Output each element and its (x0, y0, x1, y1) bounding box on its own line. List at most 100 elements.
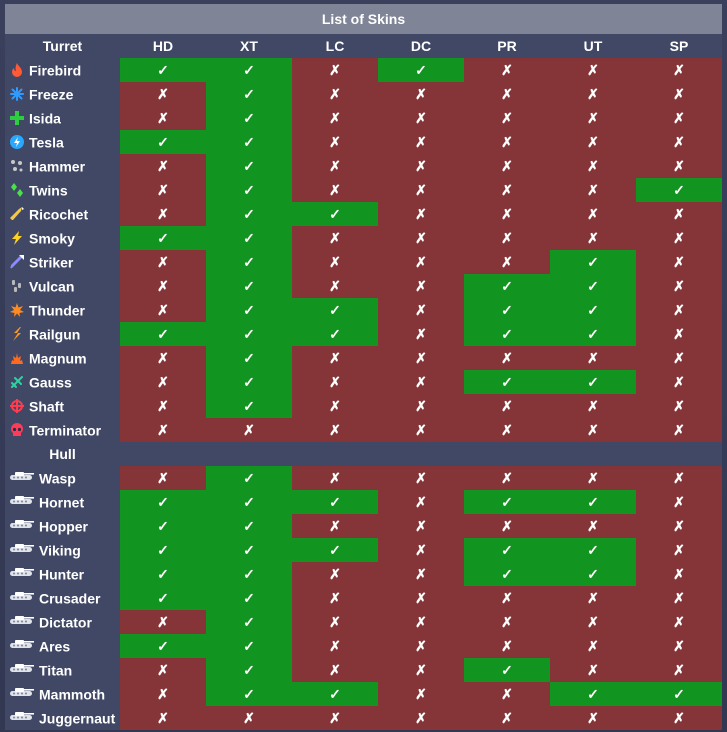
skin-cell-ut-available: ✓ (550, 538, 636, 562)
skin-cell-xt-available: ✓ (206, 586, 292, 610)
skin-cell-dc-unavailable: ✗ (378, 298, 464, 322)
skin-cell-lc-unavailable: ✗ (292, 226, 378, 250)
skin-cell-hd-available: ✓ (120, 538, 206, 562)
tank-icon (9, 471, 35, 483)
skin-cell-hd-available: ✓ (120, 562, 206, 586)
skin-cell-dc-unavailable: ✗ (378, 538, 464, 562)
skin-cell-ut-unavailable: ✗ (550, 346, 636, 370)
skin-cell-dc-unavailable: ✗ (378, 682, 464, 706)
hull-section: Hull (5, 442, 722, 466)
skin-cell-dc-unavailable: ✗ (378, 346, 464, 370)
skin-cell-xt-available: ✓ (206, 130, 292, 154)
hull-name: Mammoth (39, 686, 106, 703)
turret-name-cell: Terminator (5, 418, 120, 442)
hull-name-cell: Titan (5, 658, 120, 682)
turret-name-cell: Isida (5, 106, 120, 130)
turret-name: Twins (29, 182, 68, 199)
page-title: List of Skins (5, 4, 722, 34)
skin-cell-ut-unavailable: ✗ (550, 466, 636, 490)
skin-cell-dc-available: ✓ (378, 58, 464, 82)
skin-cell-ut-unavailable: ✗ (550, 658, 636, 682)
turret-name-cell: Striker (5, 250, 120, 274)
skin-cell-sp-unavailable: ✗ (636, 58, 722, 82)
hull-row-hornet: Hornet ✓ ✓ ✓ ✗ ✓ ✓ ✗ (5, 490, 722, 514)
skin-cell-pr-available: ✓ (464, 490, 550, 514)
skin-cell-hd-available: ✓ (120, 322, 206, 346)
skin-cell-lc-unavailable: ✗ (292, 58, 378, 82)
skin-cell-hd-unavailable: ✗ (120, 202, 206, 226)
skin-cell-sp-unavailable: ✗ (636, 394, 722, 418)
skin-cell-sp-unavailable: ✗ (636, 634, 722, 658)
skin-cell-ut-unavailable: ✗ (550, 634, 636, 658)
skin-cell-sp-unavailable: ✗ (636, 706, 722, 730)
skin-cell-ut-unavailable: ✗ (550, 130, 636, 154)
skin-cell-sp-unavailable: ✗ (636, 106, 722, 130)
skin-cell-sp-unavailable: ✗ (636, 298, 722, 322)
skin-cell-dc-unavailable: ✗ (378, 322, 464, 346)
hull-rows: Wasp ✗ ✓ ✗ ✗ ✗ ✗ ✗ Hornet ✓ ✓ ✓ ✗ ✓ ✓ ✗ Hopper ✓ ✓ ✗ ✗ ✗ ✗ ✗ Vik… (5, 466, 722, 730)
hull-row-wasp: Wasp ✗ ✓ ✗ ✗ ✗ ✗ ✗ (5, 466, 722, 490)
skin-cell-hd-available: ✓ (120, 490, 206, 514)
turret-row-twins: Twins ✗ ✓ ✗ ✗ ✗ ✗ ✓ (5, 178, 722, 202)
skin-cell-dc-unavailable: ✗ (378, 514, 464, 538)
skin-cell-pr-unavailable: ✗ (464, 178, 550, 202)
turret-name: Railgun (29, 326, 81, 343)
skin-cell-lc-unavailable: ✗ (292, 634, 378, 658)
skin-cell-pr-available: ✓ (464, 298, 550, 322)
skin-cell-xt-available: ✓ (206, 370, 292, 394)
skin-cell-sp-unavailable: ✗ (636, 658, 722, 682)
skin-cell-sp-unavailable: ✗ (636, 250, 722, 274)
tank-icon (9, 519, 35, 531)
skin-cell-lc-unavailable: ✗ (292, 394, 378, 418)
hull-row-crusader: Crusader ✓ ✓ ✗ ✗ ✗ ✗ ✗ (5, 586, 722, 610)
skin-cell-ut-available: ✓ (550, 250, 636, 274)
column-header-sp: SP (636, 34, 722, 58)
bolt-icon (9, 327, 25, 342)
skin-cell-sp-unavailable: ✗ (636, 466, 722, 490)
skin-cell-hd-unavailable: ✗ (120, 658, 206, 682)
skin-cell-xt-available: ✓ (206, 226, 292, 250)
gauss-icon (9, 375, 25, 389)
skin-cell-hd-unavailable: ✗ (120, 394, 206, 418)
turret-name-cell: Thunder (5, 298, 120, 322)
turret-column-header: Turret (5, 34, 120, 58)
skin-cell-pr-available: ✓ (464, 274, 550, 298)
skin-cell-pr-unavailable: ✗ (464, 130, 550, 154)
skin-cell-hd-unavailable: ✗ (120, 298, 206, 322)
skin-cell-pr-unavailable: ✗ (464, 514, 550, 538)
skin-cell-pr-available: ✓ (464, 562, 550, 586)
skin-cell-pr-unavailable: ✗ (464, 418, 550, 442)
skin-cell-ut-unavailable: ✗ (550, 226, 636, 250)
skin-cell-ut-unavailable: ✗ (550, 58, 636, 82)
skin-cell-pr-unavailable: ✗ (464, 154, 550, 178)
turret-row-isida: Isida ✗ ✓ ✗ ✗ ✗ ✗ ✗ (5, 106, 722, 130)
skin-cell-sp-unavailable: ✗ (636, 202, 722, 226)
turret-name: Firebird (29, 62, 82, 79)
tank-icon (9, 567, 35, 579)
skin-cell-xt-unavailable: ✗ (206, 418, 292, 442)
turret-row-gauss: Gauss ✗ ✓ ✗ ✗ ✓ ✓ ✗ (5, 370, 722, 394)
tank-icon (9, 663, 35, 675)
skin-cell-dc-unavailable: ✗ (378, 586, 464, 610)
skin-cell-lc-available: ✓ (292, 322, 378, 346)
turret-name: Smoky (29, 230, 75, 247)
hull-header-fill (120, 442, 722, 466)
turret-row-hammer: Hammer ✗ ✓ ✗ ✗ ✗ ✗ ✗ (5, 154, 722, 178)
skin-cell-dc-unavailable: ✗ (378, 634, 464, 658)
skin-cell-lc-available: ✓ (292, 538, 378, 562)
skull-icon (9, 423, 25, 437)
hull-row-hopper: Hopper ✓ ✓ ✗ ✗ ✗ ✗ ✗ (5, 514, 722, 538)
skin-cell-lc-available: ✓ (292, 490, 378, 514)
skin-cell-xt-available: ✓ (206, 562, 292, 586)
lightning-icon (9, 231, 25, 246)
skin-cell-sp-unavailable: ✗ (636, 130, 722, 154)
turret-name-cell: Hammer (5, 154, 120, 178)
skin-cell-lc-unavailable: ✗ (292, 466, 378, 490)
turret-row-smoky: Smoky ✓ ✓ ✗ ✗ ✗ ✗ ✗ (5, 226, 722, 250)
turret-name: Shaft (29, 398, 64, 415)
skin-cell-pr-unavailable: ✗ (464, 394, 550, 418)
tank-icon (9, 495, 35, 507)
skin-cell-sp-unavailable: ✗ (636, 370, 722, 394)
turret-name-cell: Vulcan (5, 274, 120, 298)
snowflake-icon (9, 87, 25, 102)
